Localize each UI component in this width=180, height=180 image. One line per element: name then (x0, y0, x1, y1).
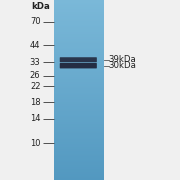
Text: kDa: kDa (32, 2, 50, 11)
FancyBboxPatch shape (60, 57, 97, 62)
Text: 39kDa: 39kDa (108, 55, 136, 64)
Text: 70: 70 (30, 17, 40, 26)
Text: 44: 44 (30, 40, 40, 50)
Text: 26: 26 (30, 71, 40, 80)
Text: 14: 14 (30, 114, 40, 123)
Text: 22: 22 (30, 82, 40, 91)
FancyBboxPatch shape (60, 63, 97, 68)
Text: 18: 18 (30, 98, 40, 107)
Text: 33: 33 (30, 58, 40, 67)
Text: 30kDa: 30kDa (108, 61, 136, 70)
Text: 10: 10 (30, 139, 40, 148)
